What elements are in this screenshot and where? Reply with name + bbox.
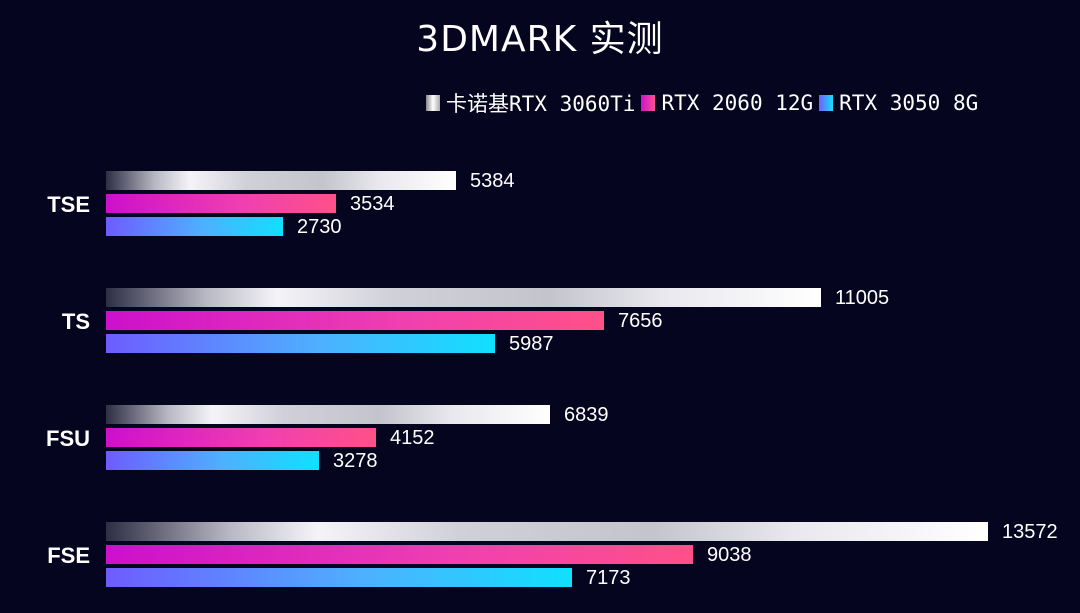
bar xyxy=(106,428,376,447)
bar xyxy=(106,522,988,541)
bar xyxy=(106,568,572,587)
bar-group: FSU 6839 4152 3278 xyxy=(0,405,1080,475)
value-label: 13572 xyxy=(1002,521,1058,543)
category-label: TS xyxy=(61,309,90,334)
legend-item-3060ti: 卡诺基RTX 3060Ti xyxy=(426,88,635,118)
bar xyxy=(106,334,495,353)
legend: 卡诺基RTX 3060Ti RTX 2060 12G RTX 3050 8G xyxy=(426,88,984,118)
bar xyxy=(106,405,550,424)
legend-item-3050: RTX 3050 8G xyxy=(819,91,978,115)
value-label: 4152 xyxy=(390,427,435,449)
value-label: 5987 xyxy=(509,333,554,355)
value-label: 11005 xyxy=(835,287,890,309)
legend-swatch-2060 xyxy=(641,95,656,111)
value-label: 7656 xyxy=(618,310,663,332)
category-label: FSE xyxy=(47,543,90,568)
legend-swatch-3050 xyxy=(819,95,834,111)
bar-group: FSE 13572 9038 7173 xyxy=(0,522,1080,592)
bar xyxy=(106,171,456,190)
value-label: 9038 xyxy=(707,544,752,566)
value-label: 5384 xyxy=(470,170,515,192)
bar xyxy=(106,217,283,236)
value-label: 2730 xyxy=(297,216,342,238)
legend-label: RTX 3050 8G xyxy=(839,91,979,115)
chart-title: 3DMARK 实测 xyxy=(416,19,664,60)
bar xyxy=(106,311,604,330)
value-label: 3534 xyxy=(350,193,395,215)
category-label: TSE xyxy=(47,192,90,217)
legend-item-2060: RTX 2060 12G xyxy=(641,91,813,115)
category-label: FSU xyxy=(46,426,90,451)
value-label: 6839 xyxy=(564,404,609,426)
bar xyxy=(106,288,821,307)
legend-label: 卡诺基RTX 3060Ti xyxy=(446,92,636,116)
bar xyxy=(106,545,693,564)
bar xyxy=(106,451,319,470)
value-label: 3278 xyxy=(333,450,378,472)
legend-swatch-3060ti xyxy=(426,95,440,111)
bar-group: TS 11005 7656 5987 xyxy=(0,288,1080,358)
bar-group: TSE 5384 3534 2730 xyxy=(0,171,1080,241)
legend-label: RTX 2060 12G xyxy=(661,91,814,115)
value-label: 7173 xyxy=(586,567,631,589)
bar xyxy=(106,194,336,213)
